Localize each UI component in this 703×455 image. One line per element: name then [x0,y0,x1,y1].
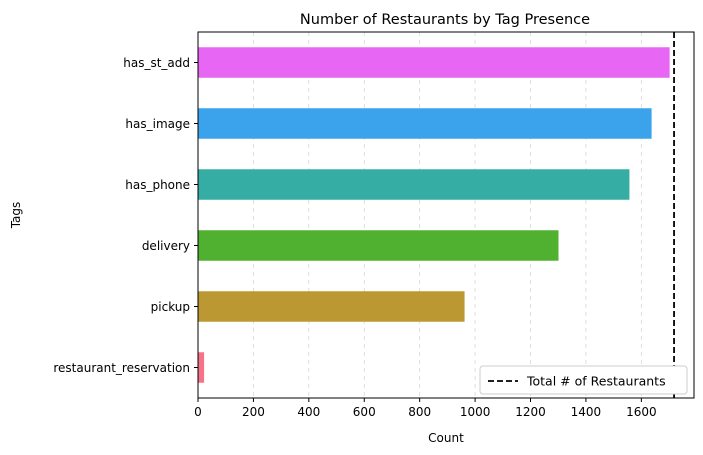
bar-delivery [198,230,559,261]
y-tick-label: has_st_add [123,56,190,70]
x-axis-ticks: 0 200 400 600 800 1000 1200 1400 1600 [194,398,657,419]
bar-has-st-add [198,47,670,78]
y-tick-label: has_image [125,117,190,131]
y-tick-label: pickup [151,300,190,314]
y-axis-ticks: restaurant_reservation pickup delivery has_… [53,56,198,375]
bar-has-phone [198,169,630,200]
x-tick-label: 1200 [515,405,546,419]
x-axis-label: Count [428,431,464,445]
legend-label: Total # of Restaurants [526,374,666,389]
x-tick-label: 1400 [571,405,602,419]
plot-frame [197,31,695,399]
y-tick-label: delivery [142,239,190,253]
bar-pickup [198,291,465,322]
y-axis-label: Tags [9,202,23,230]
x-tick-label: 1000 [460,405,491,419]
x-tick-label: 0 [194,405,202,419]
y-tick-label: restaurant_reservation [53,361,190,375]
grid [197,32,642,398]
legend-box [479,365,688,395]
x-tick-label: 1600 [626,405,657,419]
x-tick-label: 800 [408,405,431,419]
legend: Total # of Restaurants [479,365,688,395]
x-tick-label: 400 [297,405,320,419]
bar-has-image [198,108,652,139]
chart-title: Number of Restaurants by Tag Presence [300,12,590,28]
y-tick-label: has_phone [125,178,190,192]
bars [198,47,670,383]
bar-restaurant-reservation [198,352,205,383]
x-tick-label: 200 [242,405,265,419]
x-tick-label: 600 [353,405,376,419]
